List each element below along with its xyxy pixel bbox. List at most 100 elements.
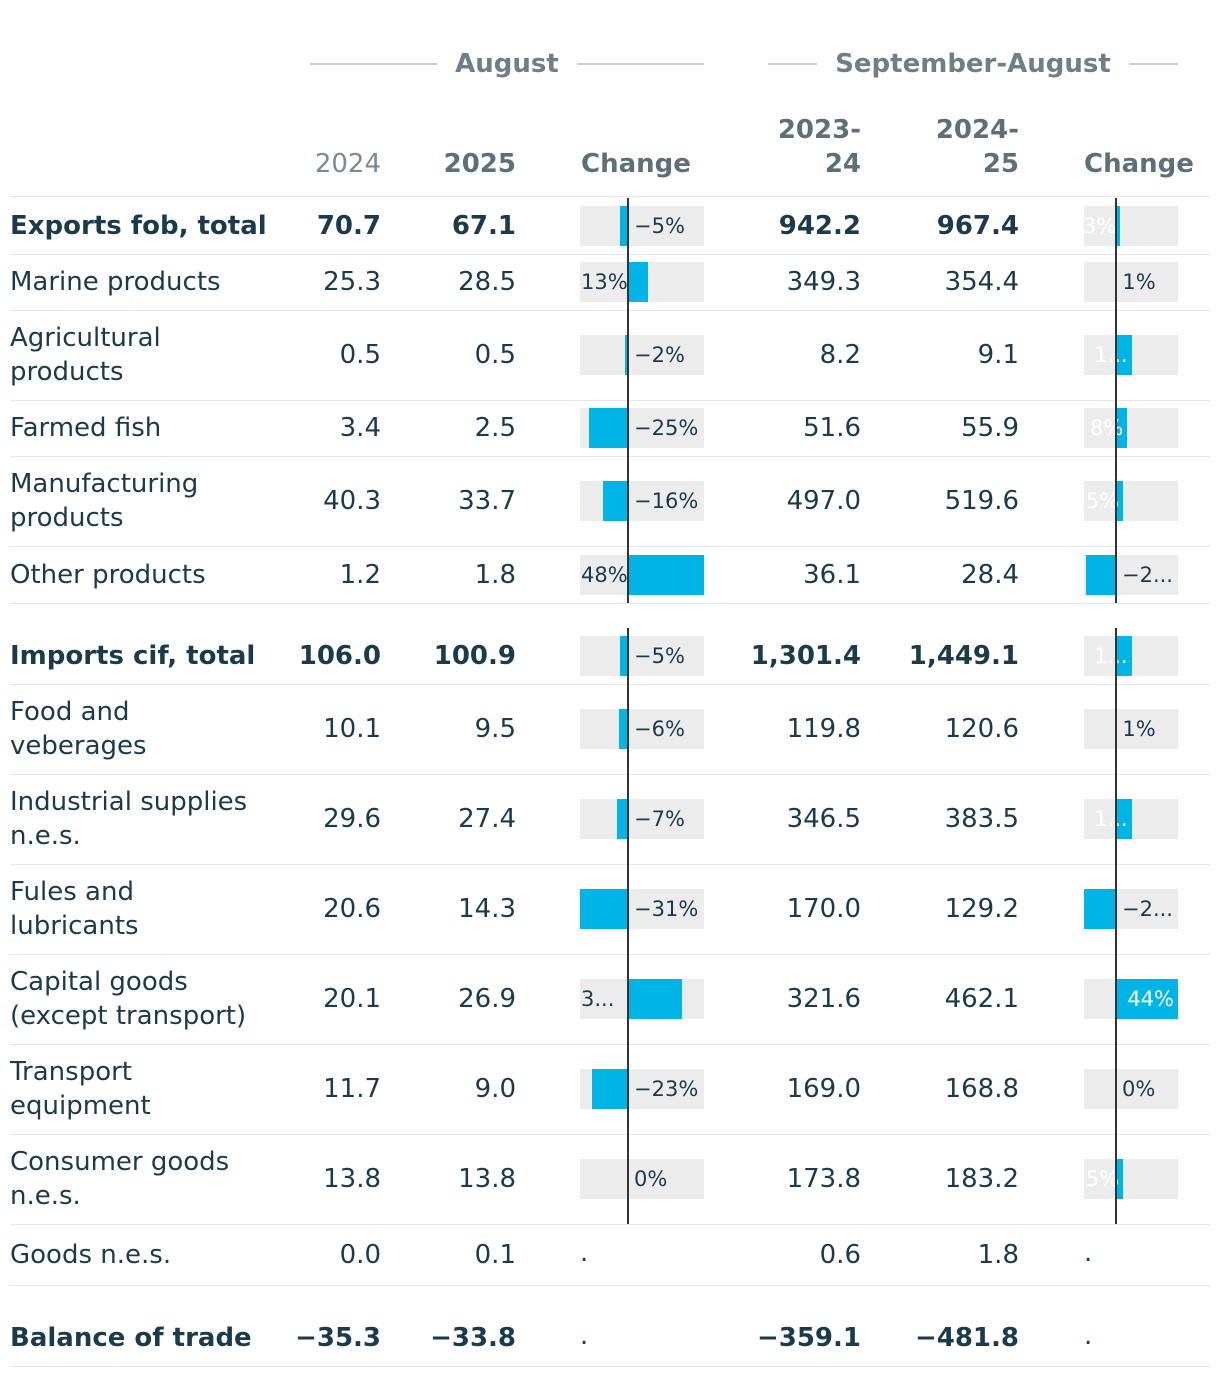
- value-2023-24: −359.1: [756, 1323, 861, 1353]
- ch1-bar-cell: −5%: [580, 198, 704, 254]
- ch1-bar: [628, 979, 682, 1019]
- ch2-bar-label: 1%: [1122, 270, 1156, 294]
- ch2-bar-cell: 1...: [1084, 628, 1178, 684]
- ch1-bar: [628, 555, 704, 595]
- row-label: Imports cif, total: [10, 641, 256, 671]
- header-divider: [10, 196, 1210, 197]
- ch2-bar-label: 5%: [1085, 489, 1120, 513]
- group-header-august: August: [310, 44, 705, 84]
- ch2-bar-label: 5%: [1085, 1167, 1120, 1191]
- value-2023-24: 349.3: [786, 267, 861, 297]
- value-2024-25: 28.4: [961, 560, 1019, 590]
- ch2-zero-axis: [1115, 864, 1117, 954]
- value-2024-25: 519.6: [944, 486, 1019, 516]
- row-label: Other products: [10, 560, 206, 590]
- ch1-bar-cell: −25%: [580, 400, 704, 456]
- row-label: Transport equipment: [10, 1057, 151, 1121]
- ch1-bar-background: [580, 206, 704, 246]
- divider: [576, 63, 705, 65]
- value-2023-24: 497.0: [786, 486, 861, 516]
- ch2-bar-background: [1084, 481, 1178, 521]
- ch2-zero-axis: [1115, 198, 1117, 254]
- value-2023-24: 170.0: [786, 894, 861, 924]
- column-header-2023-24: 2023- 24: [777, 115, 861, 179]
- value-2023-24: 173.8: [786, 1164, 861, 1194]
- table-row: Marine products 25.3 28.5 349.3 354.4: [0, 254, 1220, 310]
- value-2024-25: 354.4: [944, 267, 1019, 297]
- ch2-na-label: .: [1084, 1238, 1093, 1268]
- ch2-bar: [1116, 799, 1132, 839]
- ch2-zero-axis: [1115, 628, 1117, 684]
- ch2-bar-cell: 1%: [1084, 254, 1178, 310]
- row-divider: [10, 1224, 1210, 1225]
- ch1-zero-axis: [627, 310, 629, 400]
- ch1-na-label: .: [580, 1321, 589, 1351]
- value-2024: 25.3: [323, 267, 381, 297]
- value-2024: 0.5: [339, 340, 381, 370]
- row-label: Farmed fish: [10, 413, 162, 443]
- ch1-bar-label: 3...: [581, 987, 615, 1011]
- value-2025: 28.5: [458, 267, 516, 297]
- value-2024-25: 55.9: [961, 413, 1019, 443]
- ch2-zero-axis: [1115, 954, 1117, 1044]
- ch1-na-label: .: [580, 1238, 589, 1268]
- ch1-bar: [620, 206, 628, 246]
- value-2024-25: 129.2: [944, 894, 1019, 924]
- ch1-bar-background: [580, 636, 704, 676]
- column-header-2024: 2024: [314, 149, 381, 179]
- value-2024: 40.3: [323, 486, 381, 516]
- ch1-zero-axis: [627, 774, 629, 864]
- ch1-bar-label: −25%: [634, 416, 699, 440]
- ch1-bar: [628, 262, 649, 302]
- value-2024: 20.6: [323, 894, 381, 924]
- ch1-bar-label: −5%: [634, 644, 685, 668]
- value-2023-24: 51.6: [803, 413, 861, 443]
- value-2024-25: 183.2: [944, 1164, 1019, 1194]
- table-row: Transport equipment 11.7 9.0 169.0 168.8: [0, 1044, 1220, 1134]
- table-row: Consumer goods n.e.s. 13.8 13.8 173.8 183.2: [0, 1134, 1220, 1224]
- ch1-bar-cell: 3...: [580, 954, 704, 1044]
- value-2024: −35.3: [295, 1323, 381, 1353]
- ch1-bar: [591, 1069, 628, 1109]
- ch1-bar-label: 0%: [634, 1167, 668, 1191]
- value-2024-25: 120.6: [944, 714, 1019, 744]
- row-divider: [10, 774, 1210, 775]
- ch1-bar-label: −23%: [634, 1077, 699, 1101]
- row-divider: [10, 546, 1210, 547]
- column-header-2025: 2025: [443, 149, 516, 179]
- value-2023-24: 942.2: [778, 211, 861, 241]
- ch2-zero-axis: [1115, 1044, 1117, 1134]
- group-label-sept-aug: September-August: [835, 49, 1111, 79]
- value-2024-25: −481.8: [914, 1323, 1019, 1353]
- table-row: Manufacturing products 40.3 33.7 497.0 519.6: [0, 456, 1220, 546]
- ch2-bar-cell: 5%: [1084, 1134, 1178, 1224]
- row-label: Balance of trade: [10, 1323, 252, 1353]
- ch1-bar-cell: −2%: [580, 310, 704, 400]
- value-2025: 0.5: [474, 340, 516, 370]
- ch2-bar-background: [1084, 206, 1178, 246]
- value-2025: 26.9: [458, 984, 516, 1014]
- ch2-bar-background: [1084, 408, 1178, 448]
- value-2024: 11.7: [323, 1074, 381, 1104]
- table-row: Goods n.e.s. 0.0 0.1 0.6 1.8: [0, 1224, 1220, 1286]
- ch1-bar-cell: −16%: [580, 456, 704, 546]
- value-2023-24: 0.6: [819, 1240, 861, 1270]
- ch1-zero-axis: [627, 400, 629, 456]
- value-2024-25: 9.1: [977, 340, 1019, 370]
- ch2-bar-label: 44%: [1127, 987, 1174, 1011]
- ch2-zero-axis: [1115, 684, 1117, 774]
- column-header-change-sept-aug: Change: [1084, 149, 1194, 179]
- value-2024-25: 1.8: [977, 1240, 1019, 1270]
- value-2025: 14.3: [458, 894, 516, 924]
- value-2025: 33.7: [458, 486, 516, 516]
- ch2-bar: [1086, 555, 1116, 595]
- table-row: Fules and lubricants 20.6 14.3 170.0 129.2: [0, 864, 1220, 954]
- value-2024: 70.7: [316, 211, 381, 241]
- value-2024-25: 168.8: [944, 1074, 1019, 1104]
- ch1-zero-axis: [627, 954, 629, 1044]
- row-divider: [10, 1044, 1210, 1045]
- row-label: Industrial supplies n.e.s.: [10, 787, 248, 851]
- section-divider: [10, 603, 1210, 604]
- ch1-bar-label: −16%: [634, 489, 699, 513]
- ch1-zero-axis: [627, 254, 629, 310]
